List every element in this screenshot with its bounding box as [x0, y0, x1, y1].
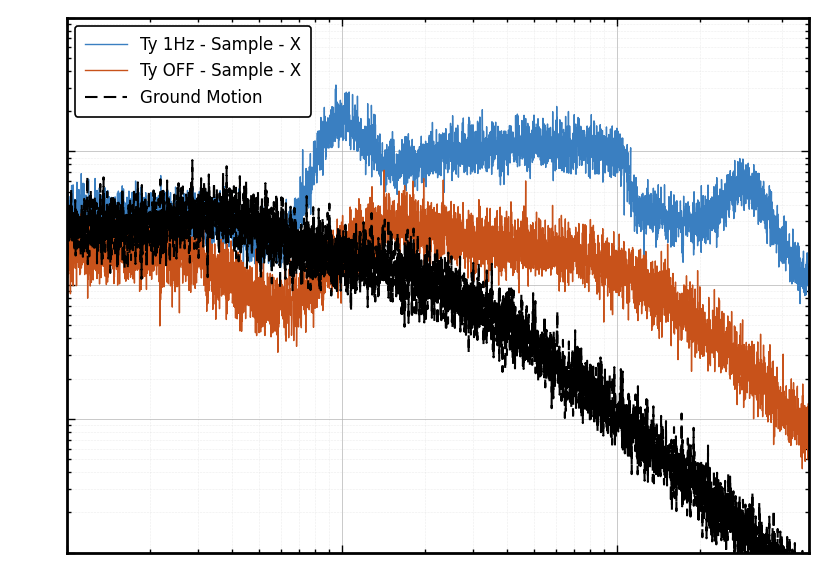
Ground Motion — [62, 217, 72, 224]
Ty OFF - Sample - X — [197, 249, 207, 256]
Line: Ty 1Hz - Sample - X: Ty 1Hz - Sample - X — [67, 85, 809, 303]
Ty 1Hz - Sample - X — [795, 300, 805, 307]
Ty OFF - Sample - X — [672, 290, 682, 297]
Ty 1Hz - Sample - X — [197, 219, 207, 226]
Ty OFF - Sample - X — [345, 231, 355, 238]
Ground Motion — [345, 245, 355, 252]
Ground Motion — [615, 403, 626, 410]
Line: Ty OFF - Sample - X: Ty OFF - Sample - X — [67, 171, 809, 469]
Ty OFF - Sample - X — [804, 430, 814, 437]
Ground Motion — [507, 333, 517, 340]
Ty 1Hz - Sample - X — [507, 135, 517, 142]
Ty OFF - Sample - X — [797, 465, 807, 472]
Ty 1Hz - Sample - X — [804, 282, 814, 289]
Ty OFF - Sample - X — [62, 252, 72, 259]
Ground Motion — [197, 229, 207, 236]
Ty 1Hz - Sample - X — [331, 82, 341, 89]
Ty OFF - Sample - X — [507, 238, 517, 245]
Ty 1Hz - Sample - X — [615, 174, 626, 181]
Ground Motion — [188, 156, 198, 163]
Ground Motion — [545, 380, 555, 387]
Ty 1Hz - Sample - X — [345, 121, 355, 128]
Line: Ground Motion: Ground Motion — [67, 160, 809, 588]
Ty OFF - Sample - X — [615, 269, 626, 276]
Ty 1Hz - Sample - X — [672, 209, 682, 216]
Legend: Ty 1Hz - Sample - X, Ty OFF - Sample - X, Ground Motion: Ty 1Hz - Sample - X, Ty OFF - Sample - X… — [75, 26, 311, 116]
Ty OFF - Sample - X — [545, 255, 555, 262]
Ty 1Hz - Sample - X — [545, 149, 555, 156]
Ty OFF - Sample - X — [379, 167, 389, 174]
Ty 1Hz - Sample - X — [62, 206, 72, 213]
Ground Motion — [672, 456, 682, 463]
